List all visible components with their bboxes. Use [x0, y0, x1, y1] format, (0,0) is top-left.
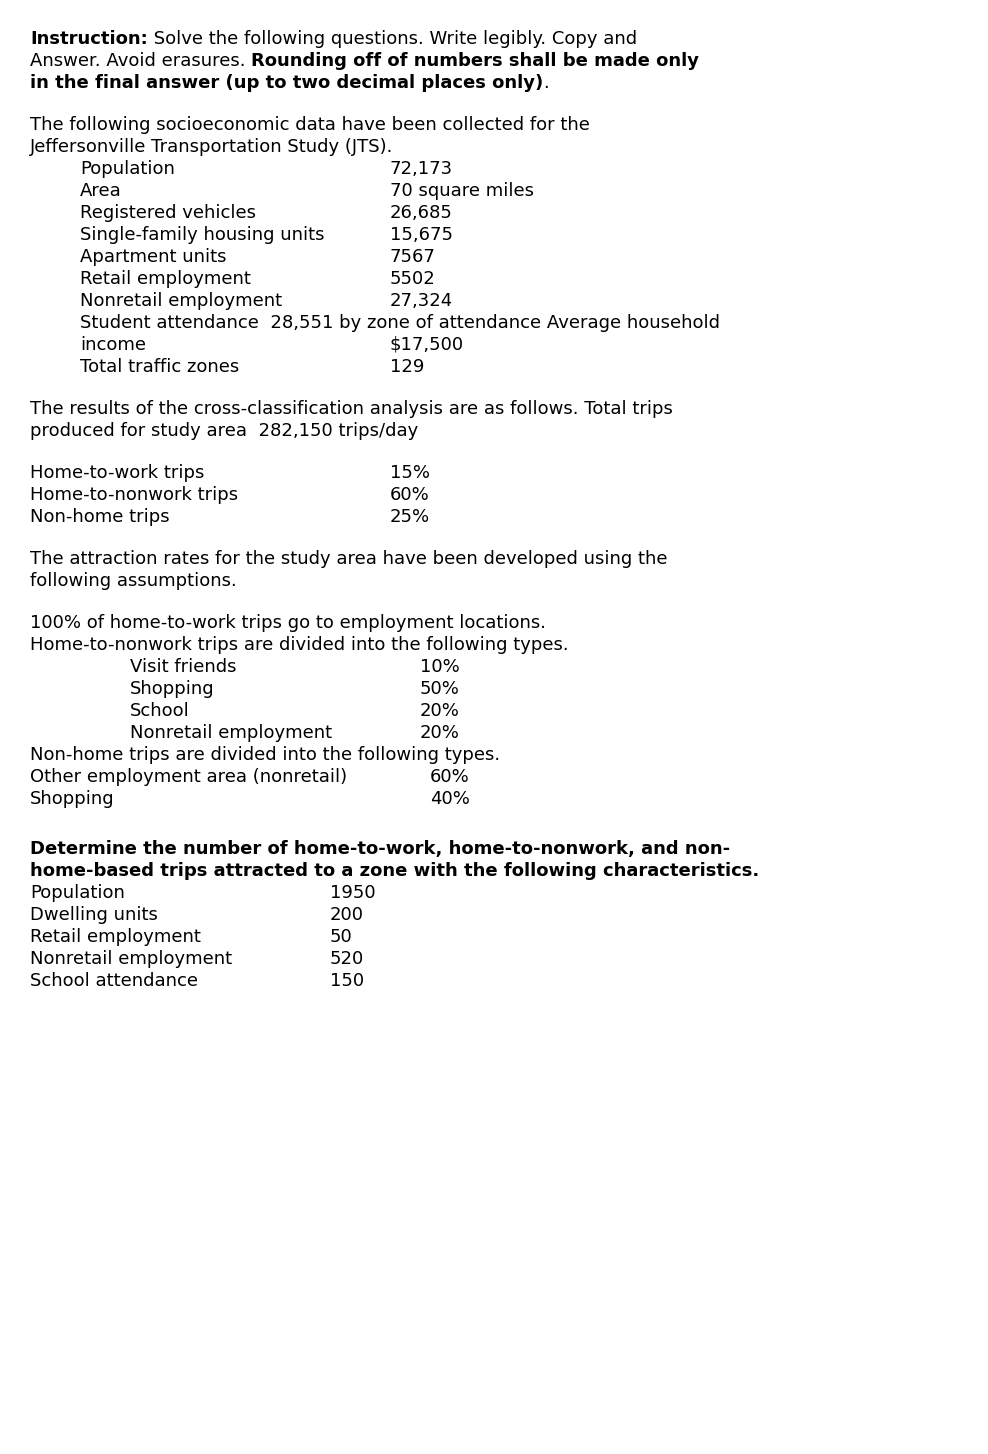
Text: Total traffic zones: Total traffic zones: [80, 358, 239, 377]
Text: Solve the following questions. Write legibly. Copy and: Solve the following questions. Write leg…: [148, 31, 637, 48]
Text: 100% of home-to-work trips go to employment locations.: 100% of home-to-work trips go to employm…: [30, 614, 546, 632]
Text: Other employment area (nonretail): Other employment area (nonretail): [30, 768, 347, 787]
Text: The following socioeconomic data have been collected for the: The following socioeconomic data have be…: [30, 116, 590, 134]
Text: Instruction:: Instruction:: [30, 31, 148, 48]
Text: 40%: 40%: [430, 790, 470, 808]
Text: The results of the cross-classification analysis are as follows. Total trips: The results of the cross-classification …: [30, 400, 673, 417]
Text: 150: 150: [330, 973, 365, 990]
Text: 70 square miles: 70 square miles: [390, 182, 534, 201]
Text: Population: Population: [80, 160, 175, 177]
Text: Retail employment: Retail employment: [30, 928, 201, 947]
Text: School: School: [130, 702, 190, 720]
Text: Nonretail employment: Nonretail employment: [130, 724, 332, 742]
Text: 1950: 1950: [330, 884, 375, 901]
Text: Single-family housing units: Single-family housing units: [80, 225, 324, 244]
Text: Answer. Avoid erasures.: Answer. Avoid erasures.: [30, 52, 251, 70]
Text: 20%: 20%: [420, 724, 459, 742]
Text: income: income: [80, 336, 146, 353]
Text: The attraction rates for the study area have been developed using the: The attraction rates for the study area …: [30, 550, 668, 569]
Text: Nonretail employment: Nonretail employment: [30, 949, 232, 968]
Text: Apartment units: Apartment units: [80, 249, 226, 266]
Text: home-based trips attracted to a zone with the following characteristics.: home-based trips attracted to a zone wit…: [30, 862, 759, 880]
Text: in the final answer (up to two decimal places only): in the final answer (up to two decimal p…: [30, 74, 543, 92]
Text: 129: 129: [390, 358, 425, 377]
Text: 200: 200: [330, 906, 364, 923]
Text: Home-to-nonwork trips are divided into the following types.: Home-to-nonwork trips are divided into t…: [30, 635, 569, 654]
Text: Determine the number of home-to-work, home-to-nonwork, and non-: Determine the number of home-to-work, ho…: [30, 840, 730, 858]
Text: 60%: 60%: [430, 768, 469, 787]
Text: following assumptions.: following assumptions.: [30, 571, 237, 590]
Text: .: .: [543, 74, 549, 92]
Text: Non-home trips are divided into the following types.: Non-home trips are divided into the foll…: [30, 746, 500, 763]
Text: $17,500: $17,500: [390, 336, 464, 353]
Text: Student attendance  28,551 by zone of attendance Average household: Student attendance 28,551 by zone of att…: [80, 314, 720, 332]
Text: 25%: 25%: [390, 507, 430, 526]
Text: 50: 50: [330, 928, 353, 947]
Text: Visit friends: Visit friends: [130, 659, 236, 676]
Text: 10%: 10%: [420, 659, 459, 676]
Text: Nonretail employment: Nonretail employment: [80, 292, 283, 310]
Text: Shopping: Shopping: [30, 790, 115, 808]
Text: School attendance: School attendance: [30, 973, 198, 990]
Text: Retail employment: Retail employment: [80, 270, 251, 288]
Text: Area: Area: [80, 182, 122, 201]
Text: Dwelling units: Dwelling units: [30, 906, 158, 923]
Text: 15,675: 15,675: [390, 225, 453, 244]
Text: 7567: 7567: [390, 249, 436, 266]
Text: Registered vehicles: Registered vehicles: [80, 204, 256, 222]
Text: Rounding off of numbers shall be made only: Rounding off of numbers shall be made on…: [251, 52, 700, 70]
Text: 5502: 5502: [390, 270, 436, 288]
Text: 520: 520: [330, 949, 365, 968]
Text: 60%: 60%: [390, 486, 430, 505]
Text: 50%: 50%: [420, 680, 459, 698]
Text: Shopping: Shopping: [130, 680, 214, 698]
Text: Jeffersonville Transportation Study (JTS).: Jeffersonville Transportation Study (JTS…: [30, 138, 393, 156]
Text: 27,324: 27,324: [390, 292, 453, 310]
Text: Home-to-work trips: Home-to-work trips: [30, 464, 205, 481]
Text: 20%: 20%: [420, 702, 459, 720]
Text: produced for study area  282,150 trips/day: produced for study area 282,150 trips/da…: [30, 422, 418, 441]
Text: Non-home trips: Non-home trips: [30, 507, 170, 526]
Text: 72,173: 72,173: [390, 160, 453, 177]
Text: Home-to-nonwork trips: Home-to-nonwork trips: [30, 486, 238, 505]
Text: Population: Population: [30, 884, 124, 901]
Text: 15%: 15%: [390, 464, 430, 481]
Text: 26,685: 26,685: [390, 204, 453, 222]
